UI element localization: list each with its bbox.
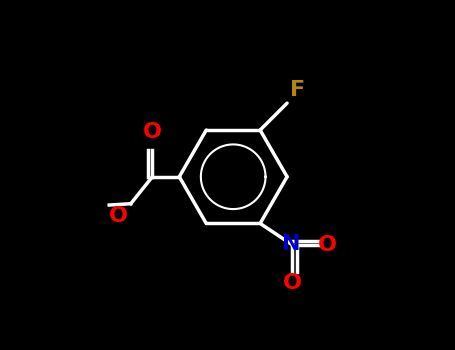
Text: O: O [318,235,337,255]
Text: F: F [290,80,305,100]
Text: O: O [143,122,162,142]
Text: N: N [282,234,300,254]
Text: O: O [109,206,128,226]
Text: O: O [283,273,302,293]
